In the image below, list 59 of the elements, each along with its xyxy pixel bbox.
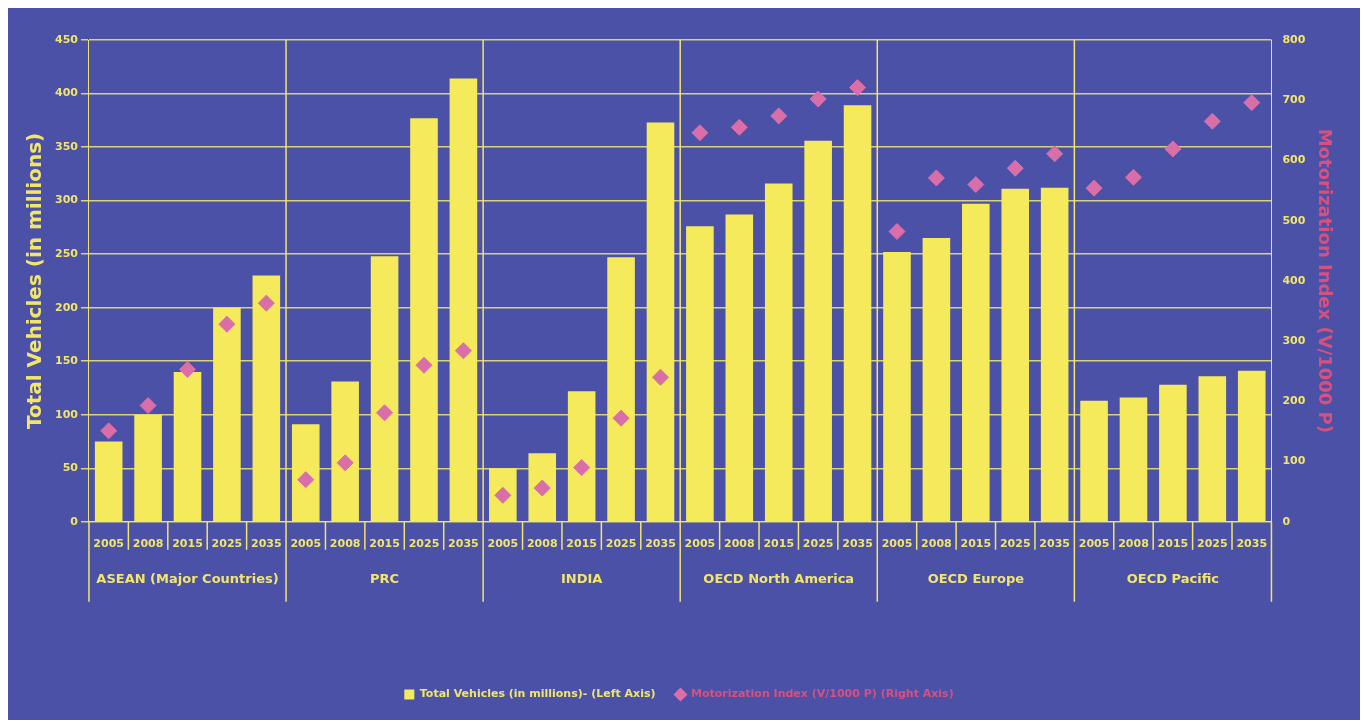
- y-tick-label: 150: [54, 354, 79, 368]
- x-tick-label: 2008: [1118, 537, 1149, 551]
- y2-tick-label: 200: [1282, 394, 1306, 408]
- y2-axis-title: Motorization Index (V/1000 P): [1314, 128, 1336, 433]
- x-tick-label: 2035: [1039, 537, 1070, 551]
- text: OECD North America: [703, 571, 855, 587]
- x-tick-label: 2025: [408, 537, 440, 551]
- y-tick-label: 250: [54, 246, 79, 260]
- y2-tick-label: 700: [1282, 93, 1306, 107]
- text: OECD Europe: [927, 571, 1025, 587]
- y-tick-label: 450: [54, 32, 79, 46]
- x-tick-label: 2025: [605, 537, 637, 551]
- text: ASEAN (Major Countries): [96, 571, 279, 587]
- y-tick-label: 200: [54, 300, 79, 314]
- y-tick-label: 300: [54, 193, 79, 207]
- y2-tick-label: 400: [1282, 273, 1306, 287]
- y2-tick-label: 100: [1282, 454, 1306, 468]
- y2-tick-label: 300: [1282, 333, 1306, 347]
- x-tick-label: 2025: [1197, 537, 1228, 551]
- x-tick-label: 2005: [93, 537, 124, 551]
- x-tick-label: 2005: [881, 537, 913, 551]
- x-tick-label: 2035: [1236, 537, 1268, 551]
- x-tick-label: 2035: [251, 537, 282, 551]
- x-tick-label: 2015: [763, 537, 795, 551]
- y2-tick-label: 500: [1282, 213, 1306, 227]
- y-tick-label: 50: [62, 461, 79, 475]
- y-tick-label: 400: [54, 86, 79, 100]
- x-tick-label: 2035: [448, 537, 479, 551]
- y-tick-label: 0: [70, 514, 79, 528]
- y-axis-title: Total Vehicles (in millions): [22, 132, 47, 430]
- x-tick-label: 2025: [211, 537, 243, 551]
- x-tick-label: 2005: [684, 537, 716, 551]
- text: INDIA: [560, 571, 603, 587]
- text: PRC: [370, 571, 400, 587]
- x-tick-label: 2035: [842, 537, 873, 551]
- y2-tick-label: 600: [1282, 153, 1306, 167]
- y-tick-label: 350: [54, 139, 79, 153]
- x-tick-label: 2008: [526, 537, 558, 551]
- y-tick-label: 100: [54, 407, 79, 421]
- x-tick-label: 2025: [802, 537, 834, 551]
- x-tick-label: 2035: [645, 537, 676, 551]
- text: OECD Pacific: [1126, 571, 1220, 587]
- x-tick-label: 2005: [290, 537, 322, 551]
- x-tick-label: 2005: [1078, 537, 1110, 551]
- x-tick-label: 2015: [369, 537, 400, 551]
- y2-tick-label: 800: [1282, 32, 1306, 46]
- x-tick-label: 2015: [1157, 537, 1189, 551]
- x-tick-label: 2015: [172, 537, 203, 551]
- y2-tick-label: 0: [1282, 514, 1291, 528]
- legend-label: Motorization Index (V/1000 P) (Right Axis): [690, 687, 954, 701]
- x-tick-label: 2008: [132, 537, 164, 551]
- x-tick-label: 2025: [999, 537, 1031, 551]
- x-tick-label: 2008: [921, 537, 952, 551]
- x-tick-label: 2015: [960, 537, 992, 551]
- x-tick-label: 2008: [724, 537, 755, 551]
- x-tick-label: 2005: [487, 537, 519, 551]
- x-tick-label: 2008: [329, 537, 361, 551]
- legend-label: Total Vehicles (in millions)- (Left Axis): [419, 687, 656, 701]
- x-tick-label: 2015: [566, 537, 597, 551]
